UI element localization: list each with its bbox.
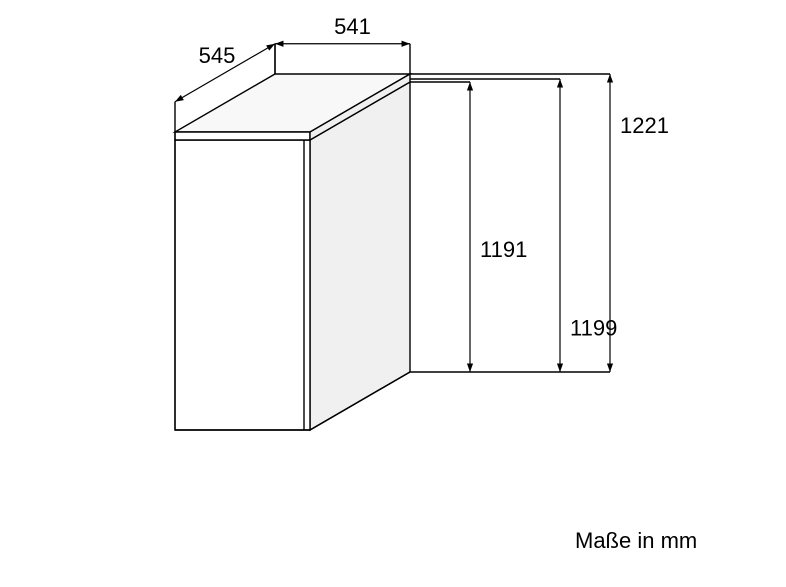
svg-text:1221: 1221 [620,113,669,138]
units-caption: Maße in mm [575,528,697,554]
svg-text:541: 541 [334,14,371,39]
dimension-drawing: 545 541 1221 1199 1191 [0,0,786,587]
svg-text:545: 545 [199,43,236,68]
svg-text:1191: 1191 [480,237,527,262]
svg-text:1199: 1199 [570,316,617,341]
